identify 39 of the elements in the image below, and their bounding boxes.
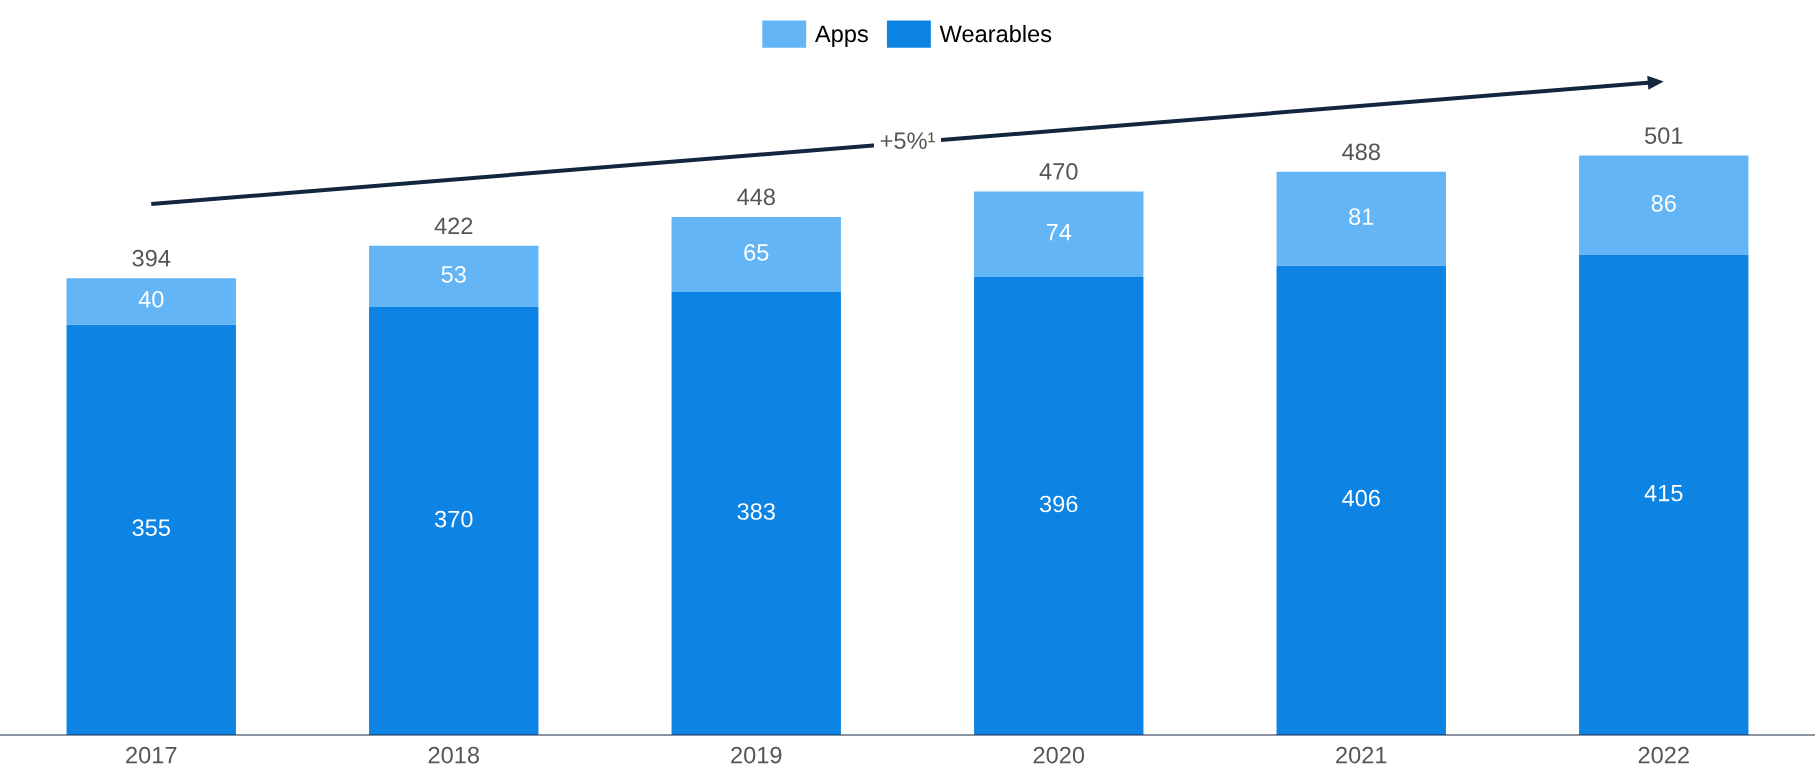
bar xyxy=(1579,155,1749,256)
x-tick-label: 2020 xyxy=(1033,746,1085,764)
bar xyxy=(671,292,841,735)
data-label: 86 xyxy=(1651,194,1676,212)
data-label: 65 xyxy=(744,244,769,261)
total-label: 488 xyxy=(1342,143,1380,161)
data-label: 74 xyxy=(1046,224,1072,241)
data-label: 396 xyxy=(1039,495,1078,513)
total-label: 501 xyxy=(1645,127,1683,144)
bar xyxy=(1276,265,1446,735)
bar xyxy=(974,191,1144,278)
data-label: 40 xyxy=(138,290,164,308)
bar xyxy=(369,307,539,735)
bar xyxy=(66,278,236,325)
bar xyxy=(671,216,841,293)
x-tick-label: 2017 xyxy=(126,746,177,764)
x-tick-label: 2021 xyxy=(1336,746,1387,764)
data-label: 370 xyxy=(434,510,473,528)
data-label: 355 xyxy=(132,519,170,537)
text: +5%¹ xyxy=(880,132,935,150)
legend-label: Wearables xyxy=(939,24,1052,43)
x-tick-label: 2019 xyxy=(731,746,782,764)
bar xyxy=(369,245,539,308)
total-label: 448 xyxy=(737,188,775,206)
data-label: 81 xyxy=(1349,208,1374,225)
x-tick-label: 2018 xyxy=(428,746,479,764)
data-label: 53 xyxy=(441,266,466,283)
data-label: 383 xyxy=(737,503,775,520)
bar xyxy=(1276,171,1446,266)
x-tick-label: 2022 xyxy=(1638,746,1689,764)
total-label: 394 xyxy=(132,249,171,267)
data-label: 415 xyxy=(1644,484,1683,502)
legend-label: Apps xyxy=(814,25,868,47)
bar xyxy=(974,277,1144,735)
bar xyxy=(66,324,236,735)
total-label: 470 xyxy=(1039,163,1078,180)
total-label: 422 xyxy=(434,217,473,234)
data-label: 406 xyxy=(1342,489,1380,507)
bar xyxy=(1579,255,1749,735)
